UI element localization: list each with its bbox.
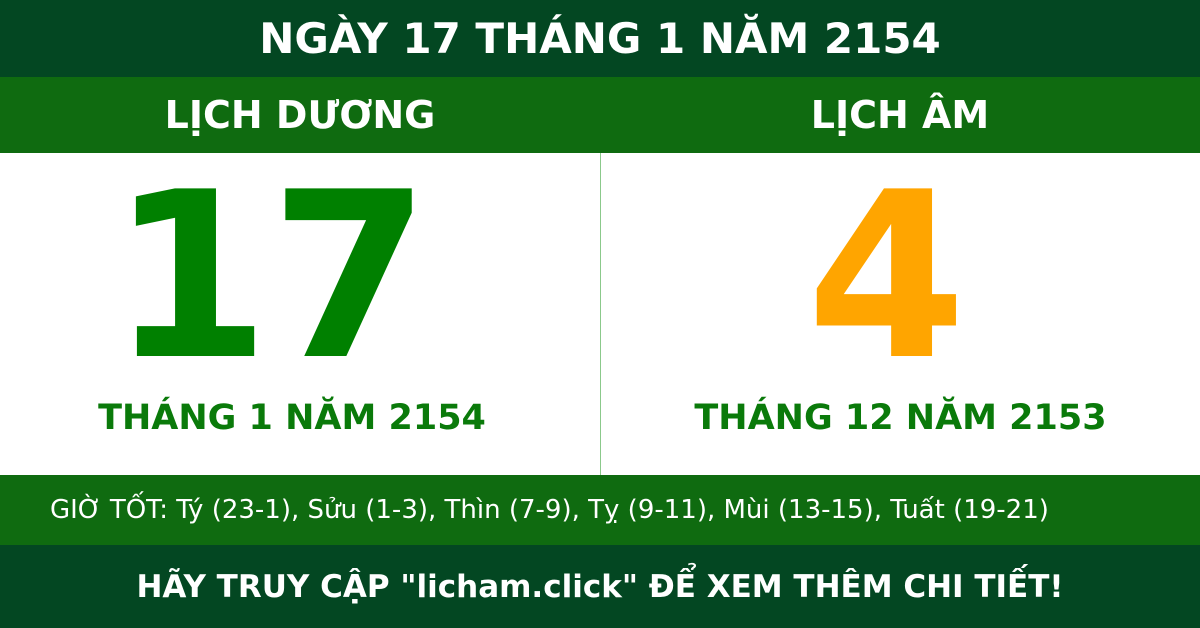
- good-hours: GIỜ TỐT: Tý (23-1), Sửu (1-3), Thìn (7-9…: [0, 475, 1200, 545]
- lunar-panel: 4 THÁNG 12 NĂM 2153: [600, 153, 1200, 475]
- footer-cta: HÃY TRUY CẬP "licham.click" ĐỂ XEM THÊM …: [0, 545, 1200, 628]
- calendar-body: 17 THÁNG 1 NĂM 2154 4 THÁNG 12 NĂM 2153: [0, 153, 1200, 475]
- lunar-day: 4: [806, 144, 967, 411]
- calendar-headings: LỊCH DƯƠNG LỊCH ÂM: [0, 77, 1200, 153]
- solar-heading: LỊCH DƯƠNG: [164, 93, 436, 137]
- lunar-heading: LỊCH ÂM: [810, 93, 990, 137]
- lunar-month-year: THÁNG 12 NĂM 2153: [694, 398, 1107, 438]
- solar-day: 17: [109, 144, 431, 411]
- solar-month-year: THÁNG 1 NĂM 2154: [98, 398, 486, 438]
- solar-panel: 17 THÁNG 1 NĂM 2154: [0, 153, 600, 475]
- page-title: NGÀY 17 THÁNG 1 NĂM 2154: [0, 0, 1200, 77]
